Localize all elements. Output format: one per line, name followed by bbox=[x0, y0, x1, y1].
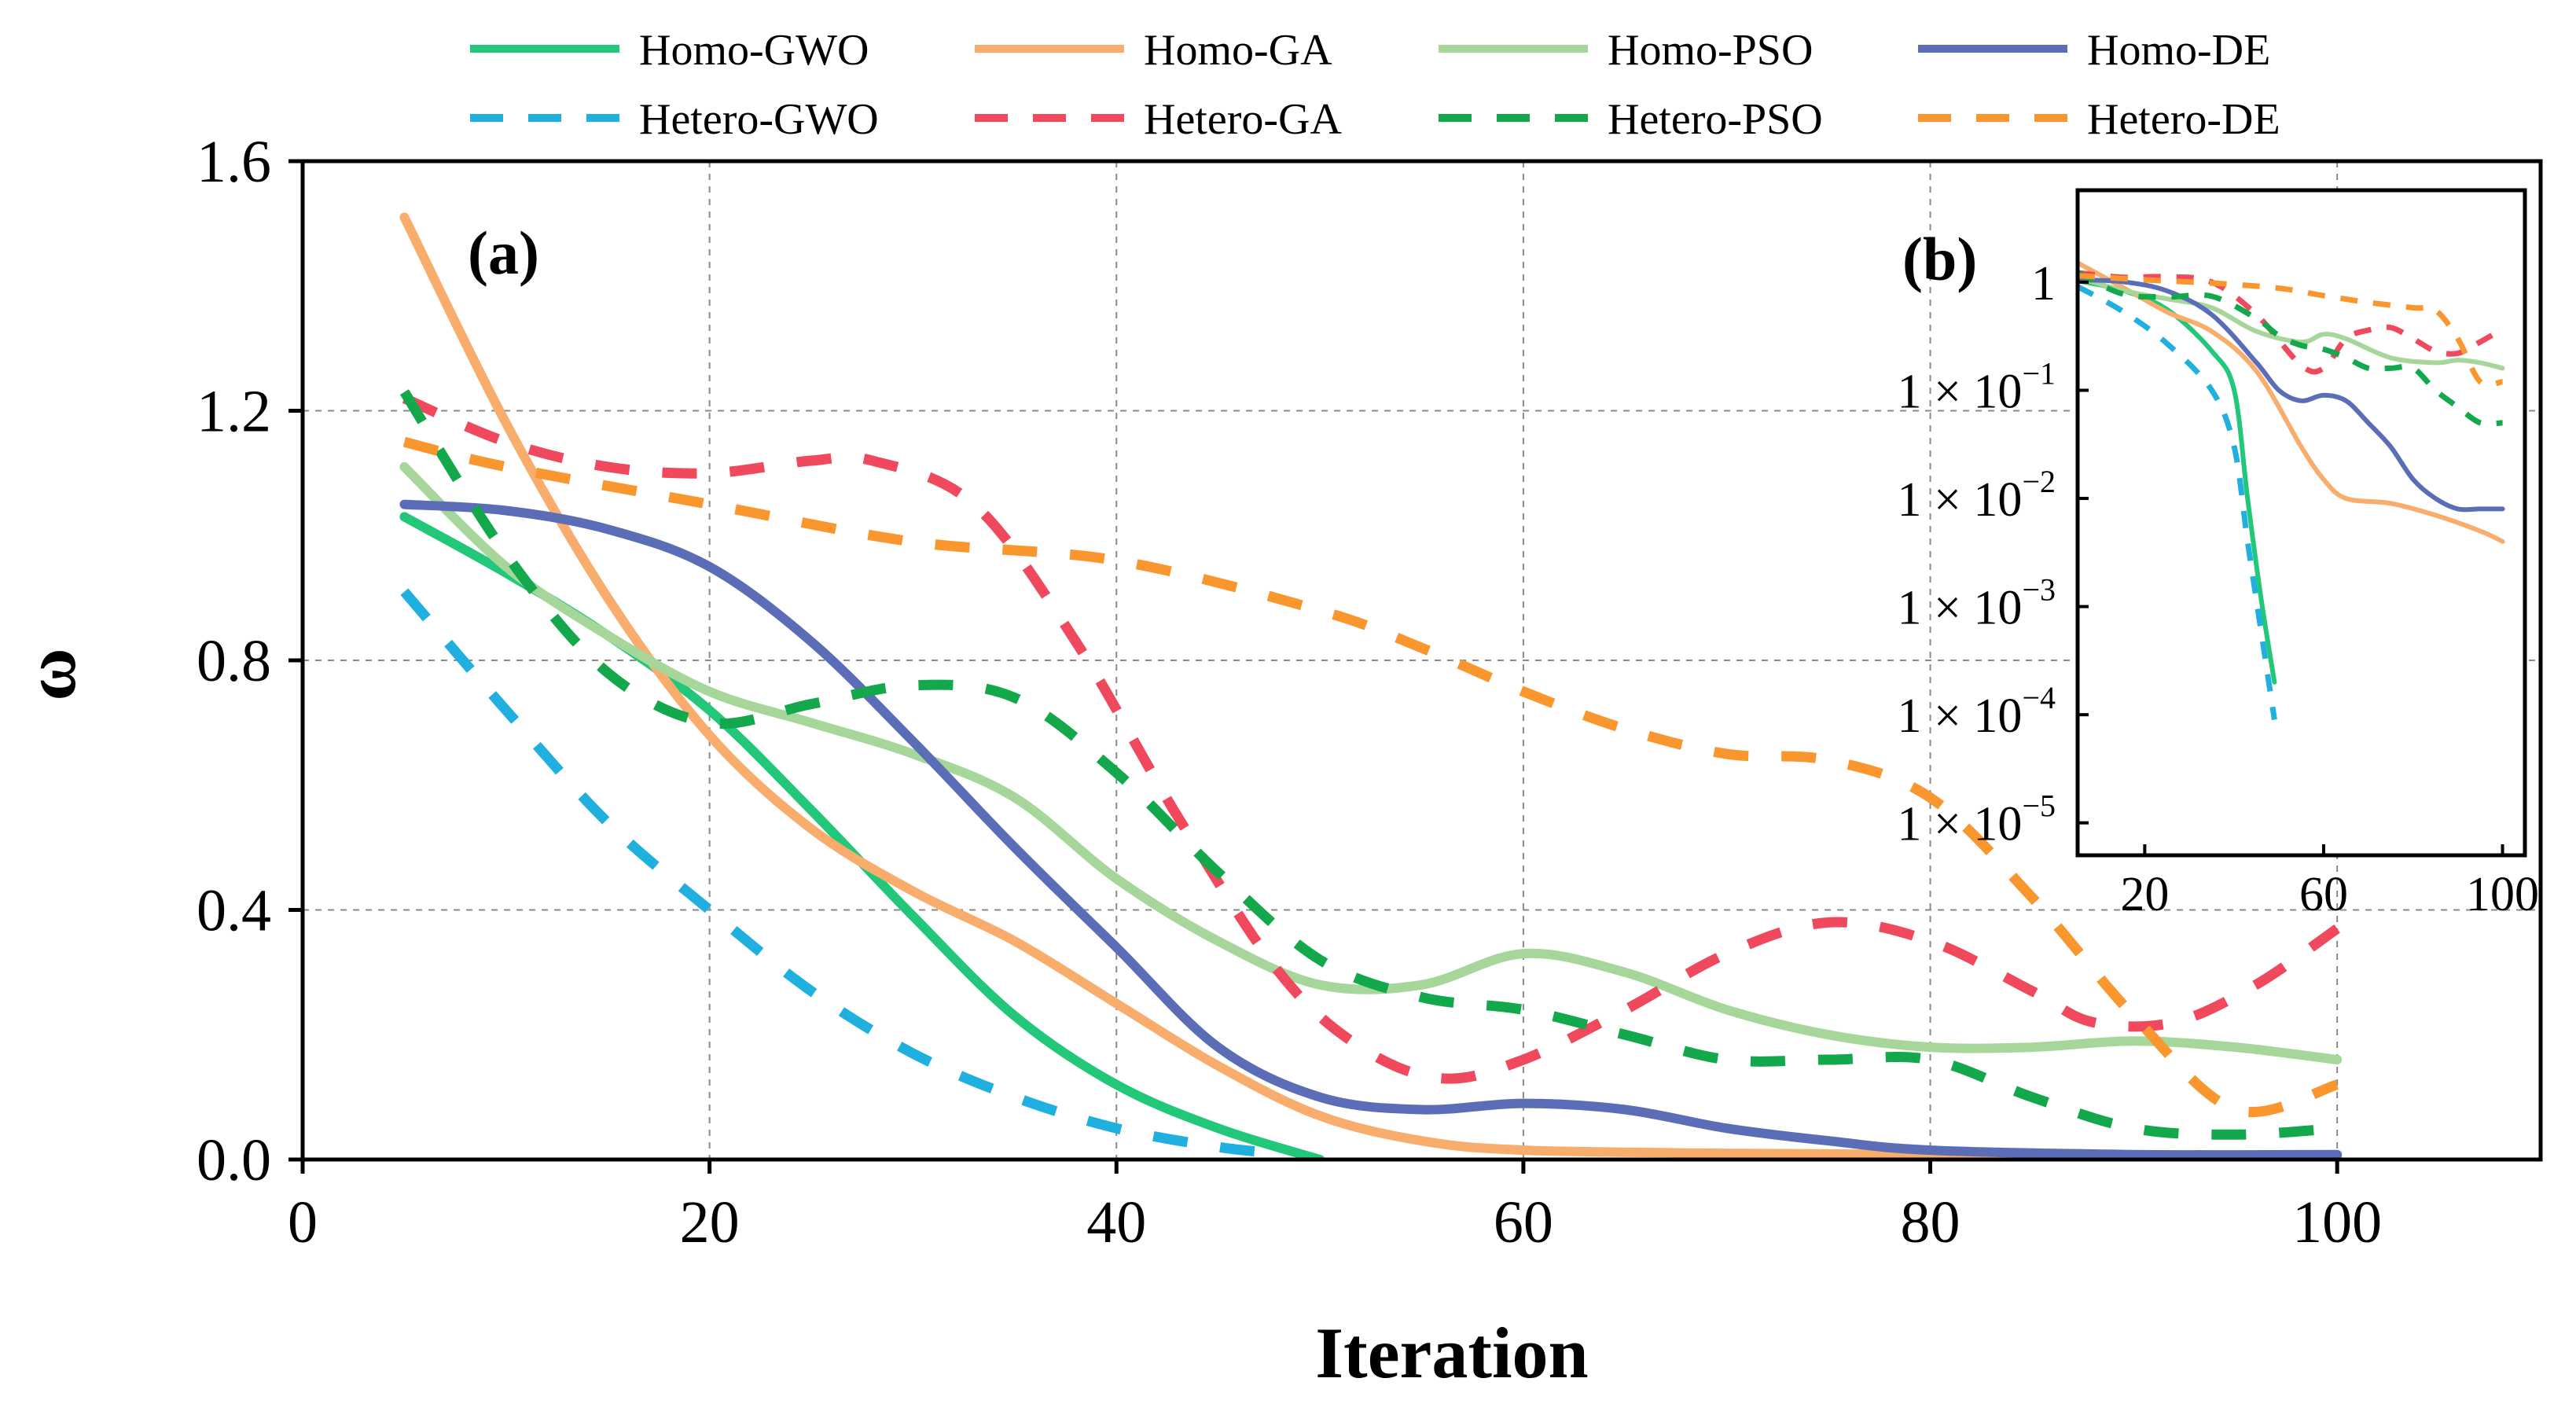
x-tick-label-80: 80 bbox=[1901, 1189, 1960, 1255]
series-line-hetero-de bbox=[402, 436, 2339, 1118]
legend-label-hetero-pso: Hetero-PSO bbox=[1608, 95, 1823, 144]
inset-x-tick-label-100: 100 bbox=[2466, 868, 2539, 921]
inset-plot-frame bbox=[2075, 188, 2527, 858]
legend-label-hetero-gwo: Hetero-GWO bbox=[639, 95, 879, 144]
main-ticks: 0 20 40 60 80 100 0.0 0.4 0.8 1.2 1.6 bbox=[197, 129, 2382, 1255]
panel-label-a: (a) bbox=[468, 219, 539, 287]
y-tick-label-1-6: 1.6 bbox=[197, 129, 271, 195]
x-tick-label-40: 40 bbox=[1086, 1189, 1146, 1255]
legend-label-hetero-de: Hetero-DE bbox=[2087, 95, 2280, 144]
series-line-homo-ga bbox=[399, 212, 2343, 1160]
series-line-homo-pso bbox=[399, 461, 2343, 1064]
y-tick-label-1-2: 1.2 bbox=[197, 379, 271, 445]
series-line-hetero-pso bbox=[399, 389, 2338, 1140]
inset-series-line-homo-pso bbox=[2078, 274, 2505, 371]
panel-label-b: (b) bbox=[1902, 225, 1977, 293]
inset-series-line-hetero-ga bbox=[2078, 270, 2504, 375]
inset-series-line-hetero-de bbox=[2078, 273, 2504, 388]
legend-label-homo-de: Homo-DE bbox=[2087, 26, 2270, 75]
inset-y-tick-label-1: 1 × 10−1 bbox=[1897, 355, 2056, 418]
series-line-homo-de bbox=[399, 499, 2343, 1160]
x-axis-title: Iteration bbox=[1315, 1313, 1588, 1393]
y-tick-label-0: 0.0 bbox=[197, 1127, 271, 1193]
inset-y-tick-label-0: 1 bbox=[2031, 257, 2056, 311]
main-series-group bbox=[399, 212, 2343, 1160]
inset-y-tick-label-2: 1 × 10−2 bbox=[1897, 464, 2056, 527]
series-line-homo-gwo bbox=[399, 512, 1325, 1160]
x-tick-label-100: 100 bbox=[2292, 1189, 2382, 1255]
x-tick-label-60: 60 bbox=[1494, 1189, 1553, 1255]
inset-x-tick-label-60: 60 bbox=[2299, 868, 2348, 921]
inset-y-tick-label-3: 1 × 10−3 bbox=[1897, 572, 2056, 635]
legend-label-homo-ga: Homo-GA bbox=[1144, 26, 1332, 75]
legend-label-homo-gwo: Homo-GWO bbox=[639, 26, 869, 75]
x-tick-label-20: 20 bbox=[680, 1189, 740, 1255]
legend-label-homo-pso: Homo-PSO bbox=[1608, 26, 1813, 75]
legend: Homo-GWO Homo-GA Homo-PSO Homo-DE Hetero-GWO… bbox=[470, 26, 2280, 144]
inset-ticks: 20 60 100 1 1 × 10−1 1 × 10−2 1 × 10−3 1 × 10−4… bbox=[1897, 257, 2539, 921]
inset-x-tick-label-20: 20 bbox=[2120, 868, 2169, 921]
inset-series-line-hetero-pso bbox=[2078, 270, 2503, 427]
y-tick-label-0-4: 0.4 bbox=[197, 878, 271, 944]
legend-label-hetero-ga: Hetero-GA bbox=[1144, 95, 1342, 144]
inset-series-group bbox=[2078, 260, 2505, 721]
y-tick-label-0-8: 0.8 bbox=[197, 628, 271, 694]
inset-y-tick-label-4: 1 × 10−4 bbox=[1897, 680, 2056, 743]
inset-y-tick-label-5: 1 × 10−5 bbox=[1897, 788, 2056, 851]
inset-series-line-homo-de bbox=[2078, 277, 2505, 513]
inset-series-line-homo-ga bbox=[2078, 260, 2505, 544]
x-tick-label-0: 0 bbox=[288, 1189, 318, 1255]
y-axis-title: ω bbox=[10, 648, 90, 700]
